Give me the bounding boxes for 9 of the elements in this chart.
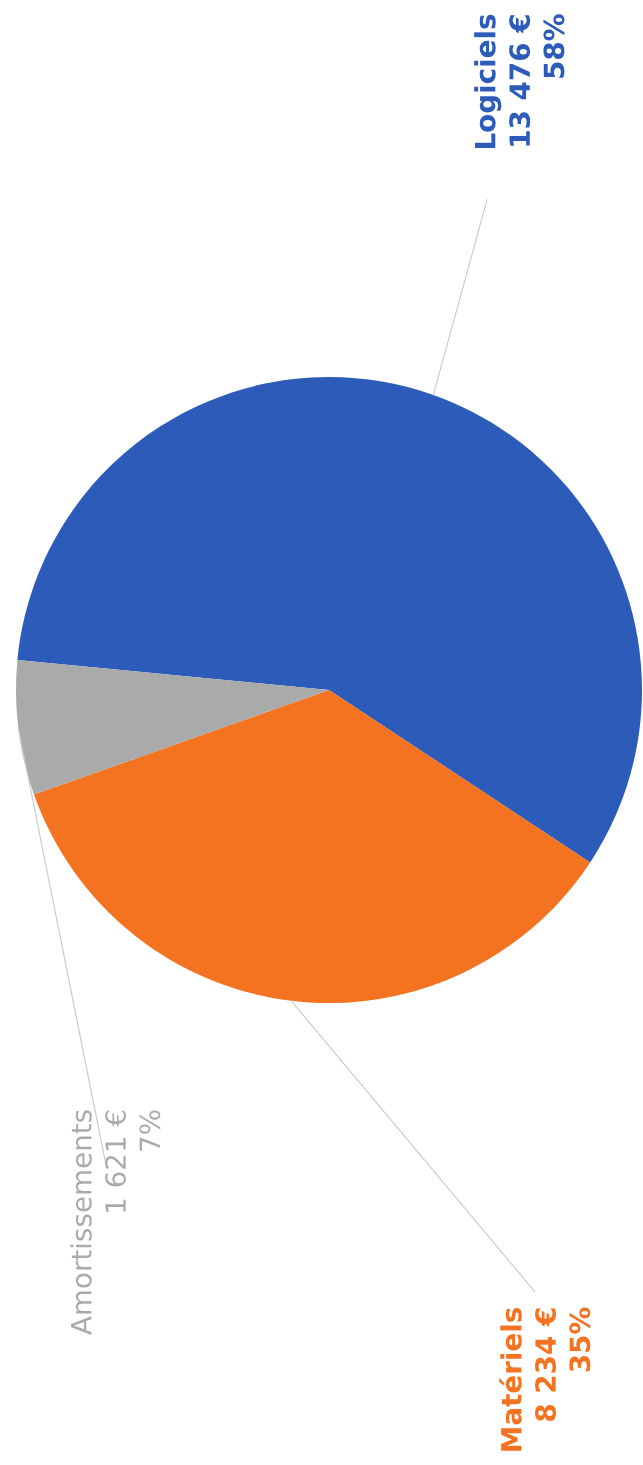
pie-slice [33, 690, 591, 1003]
pie-slice [16, 660, 329, 795]
slice-label: Logiciels [474, 14, 502, 148]
slice-label: Amortissements [70, 1110, 92, 1335]
data-label: 8 234 € 35% [535, 1307, 591, 1421]
slice-label: Matériels [499, 1308, 522, 1451]
data-label: 13 476 € 58% [509, 14, 565, 146]
pie-slice [17, 377, 642, 863]
data-label: 1 621 € 7% [105, 1110, 161, 1212]
